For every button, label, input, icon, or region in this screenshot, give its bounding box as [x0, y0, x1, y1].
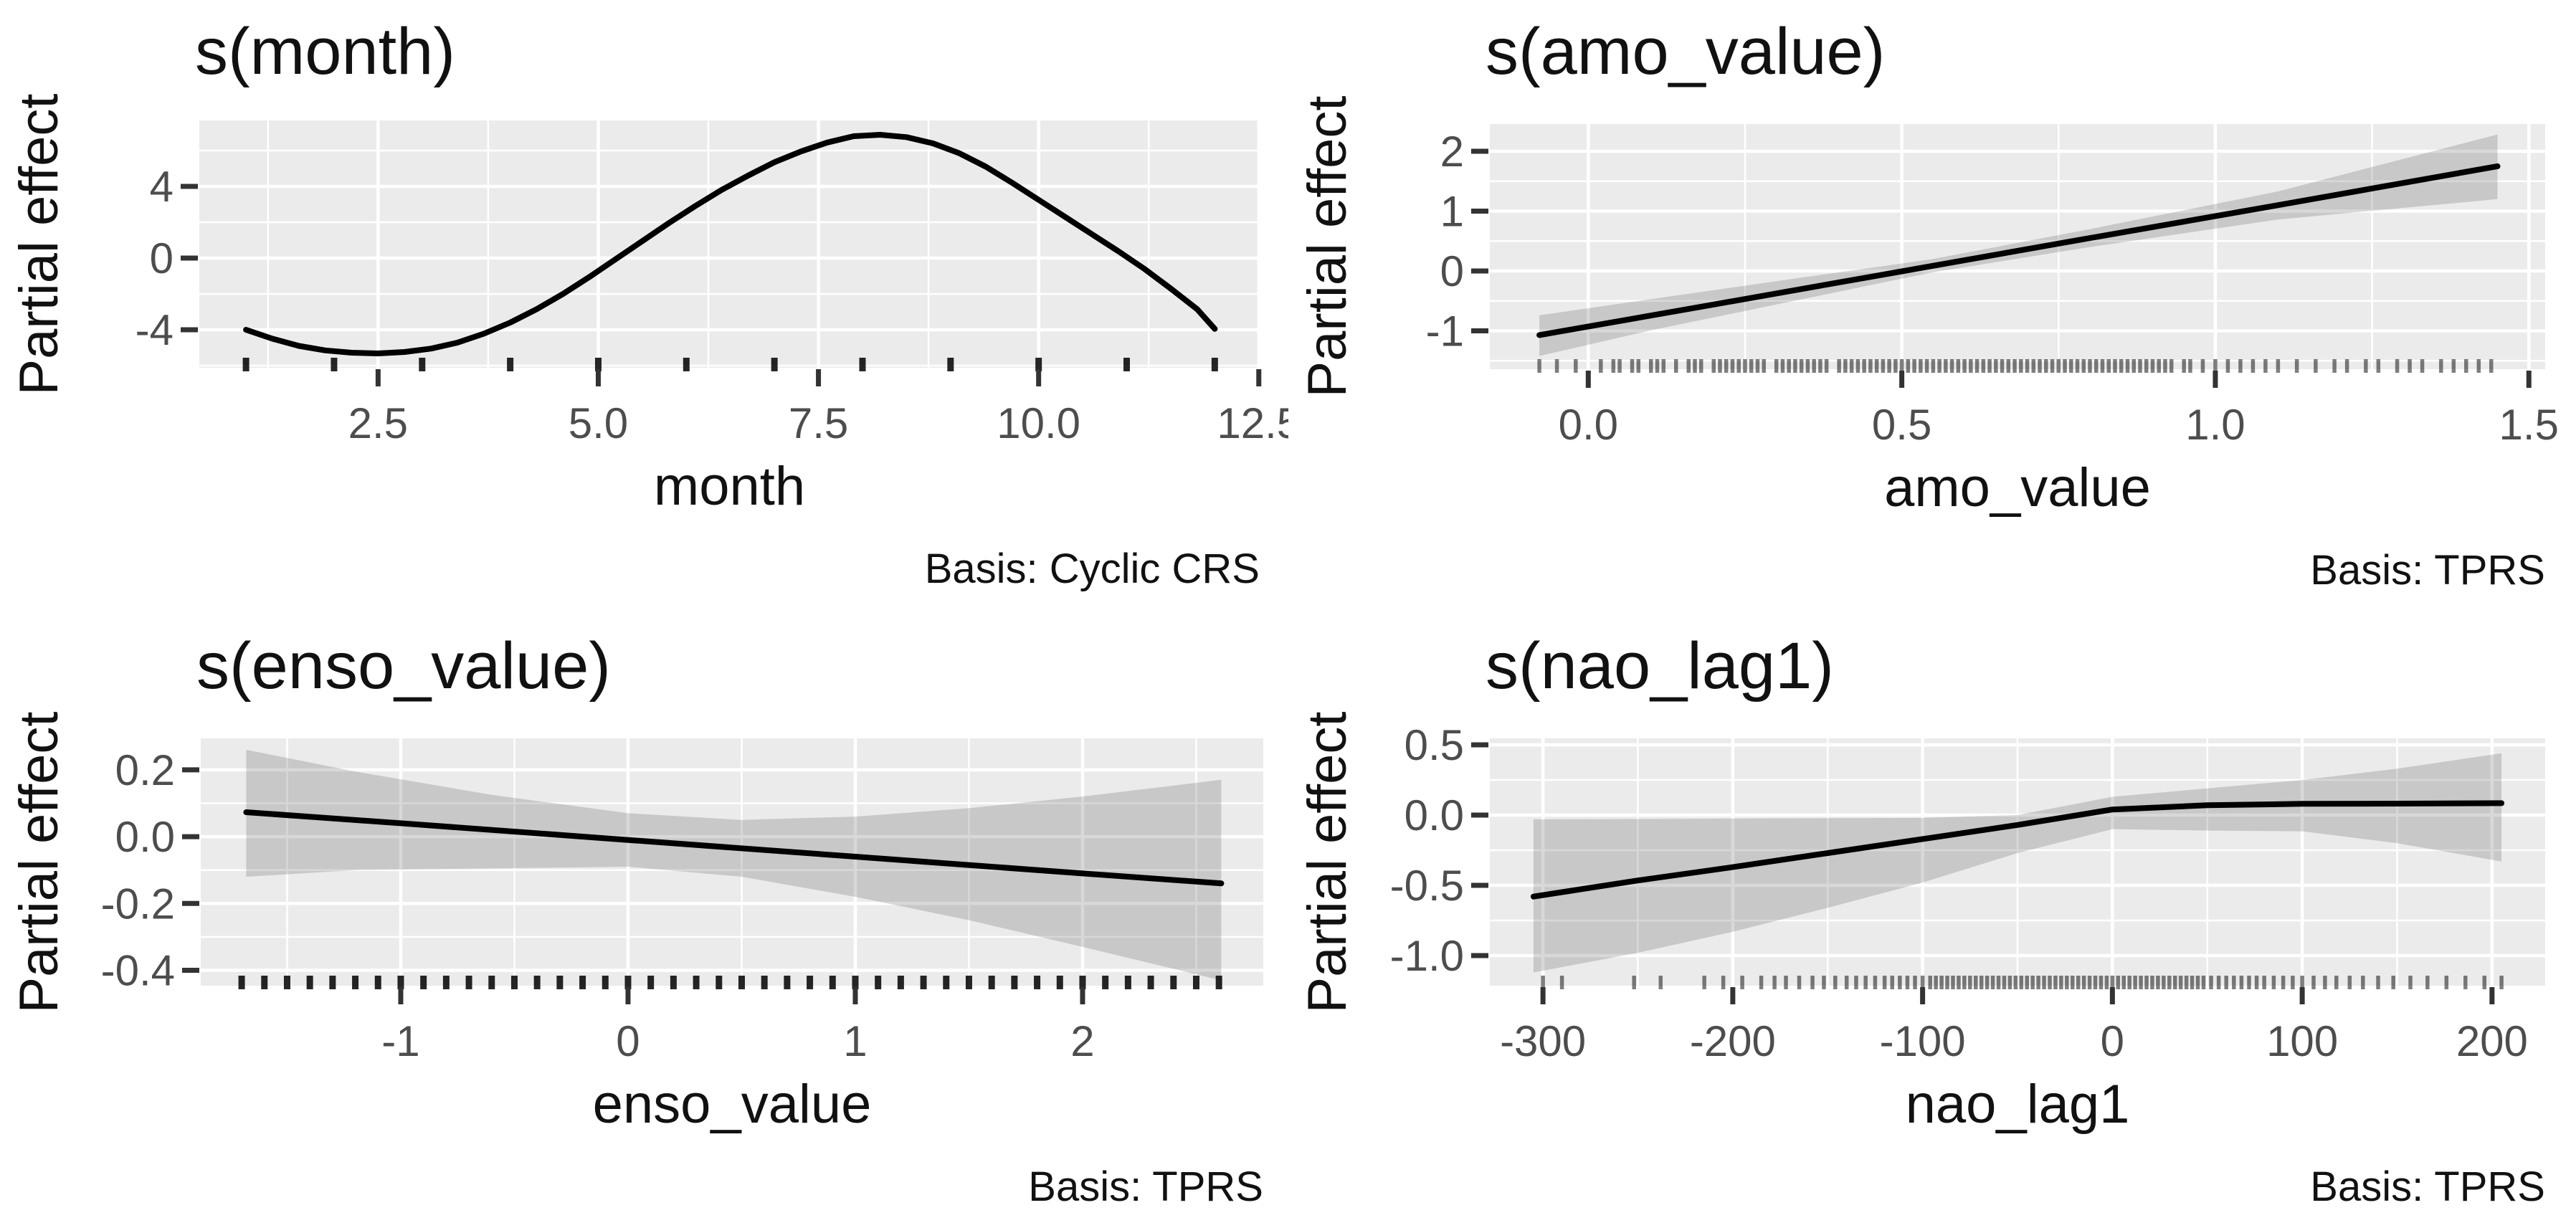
- svg-text:5.0: 5.0: [569, 399, 628, 447]
- svg-text:-1: -1: [381, 1017, 419, 1065]
- panel-s-month: 2.5 5.0 7.5 10.0 12.5 4 0 -4 s(month) Partial e…: [0, 0, 1288, 614]
- svg-text:-100: -100: [1880, 1017, 1966, 1065]
- svg-text:-4: -4: [136, 306, 174, 354]
- y-axis-label: Partial effect: [9, 92, 70, 396]
- panel-s-enso-value: -1 0 1 2 0.2 0.0 -0.2 -0.4 s(enso_value) Partia…: [0, 614, 1288, 1228]
- plot-s-month: 2.5 5.0 7.5 10.0 12.5 4 0 -4: [136, 120, 1288, 447]
- svg-text:-0.2: -0.2: [101, 880, 175, 928]
- svg-text:0: 0: [616, 1017, 640, 1065]
- basis-caption: Basis: TPRS: [2310, 1163, 2545, 1210]
- svg-text:1: 1: [843, 1017, 867, 1065]
- plot-s-enso-value: -1 0 1 2 0.2 0.0 -0.2 -0.4: [101, 738, 1263, 1065]
- y-axis-label: Partial effect: [9, 710, 70, 1014]
- svg-text:7.5: 7.5: [789, 399, 848, 447]
- basis-caption: Basis: Cyclic CRS: [924, 546, 1260, 592]
- svg-text:0: 0: [2101, 1017, 2124, 1065]
- svg-text:0: 0: [150, 234, 174, 282]
- svg-text:1: 1: [1440, 188, 1464, 236]
- x-axis-label: amo_value: [1884, 457, 2151, 518]
- svg-text:-0.4: -0.4: [101, 947, 175, 995]
- basis-caption: Basis: TPRS: [2310, 547, 2545, 594]
- svg-text:1.5: 1.5: [2499, 401, 2559, 449]
- x-axis-label: month: [653, 456, 806, 517]
- svg-text:0: 0: [1440, 247, 1464, 295]
- svg-text:0.0: 0.0: [1559, 401, 1618, 449]
- panel-title: s(enso_value): [196, 629, 611, 703]
- svg-text:0.5: 0.5: [1872, 401, 1931, 449]
- svg-text:0.0: 0.0: [1405, 791, 1464, 839]
- svg-text:2.5: 2.5: [348, 399, 408, 447]
- plot-s-amo-value: 0.0 0.5 1.0 1.5 2 1 0 -1: [1426, 124, 2559, 449]
- svg-text:0.0: 0.0: [115, 813, 175, 861]
- svg-text:4: 4: [150, 163, 174, 211]
- plot-s-nao-lag1: -300 -200 -100 0 100 200 0.5 0.0 -0.5 -1.0: [1390, 721, 2545, 1065]
- svg-text:12.5: 12.5: [1217, 399, 1288, 447]
- panel-s-amo-value: 0.0 0.5 1.0 1.5 2 1 0 -1 s(amo_value) Partial e…: [1288, 0, 2576, 614]
- svg-text:2: 2: [1070, 1017, 1094, 1065]
- panel-title: s(month): [195, 15, 455, 88]
- svg-text:0.5: 0.5: [1405, 721, 1464, 769]
- svg-text:-1: -1: [1426, 308, 1464, 356]
- x-axis-label: enso_value: [592, 1074, 872, 1135]
- svg-text:10.0: 10.0: [997, 399, 1080, 447]
- svg-text:100: 100: [2266, 1017, 2338, 1065]
- svg-text:1.0: 1.0: [2185, 401, 2245, 449]
- svg-text:2: 2: [1440, 128, 1464, 176]
- svg-text:200: 200: [2456, 1017, 2528, 1065]
- svg-text:-200: -200: [1690, 1017, 1776, 1065]
- svg-text:-0.5: -0.5: [1390, 862, 1464, 910]
- panel-s-nao-lag1: -300 -200 -100 0 100 200 0.5 0.0 -0.5 -1.0 s(nao_…: [1288, 614, 2576, 1228]
- y-axis-label: Partial effect: [1297, 710, 1358, 1014]
- svg-text:-1.0: -1.0: [1390, 932, 1464, 980]
- svg-text:-300: -300: [1500, 1017, 1586, 1065]
- svg-text:0.2: 0.2: [115, 746, 175, 794]
- basis-caption: Basis: TPRS: [1028, 1163, 1263, 1210]
- x-axis-label: nao_lag1: [1905, 1074, 2130, 1135]
- y-axis-label: Partial effect: [1297, 95, 1358, 398]
- panel-title: s(nao_lag1): [1486, 629, 1834, 703]
- panel-title: s(amo_value): [1486, 15, 1886, 88]
